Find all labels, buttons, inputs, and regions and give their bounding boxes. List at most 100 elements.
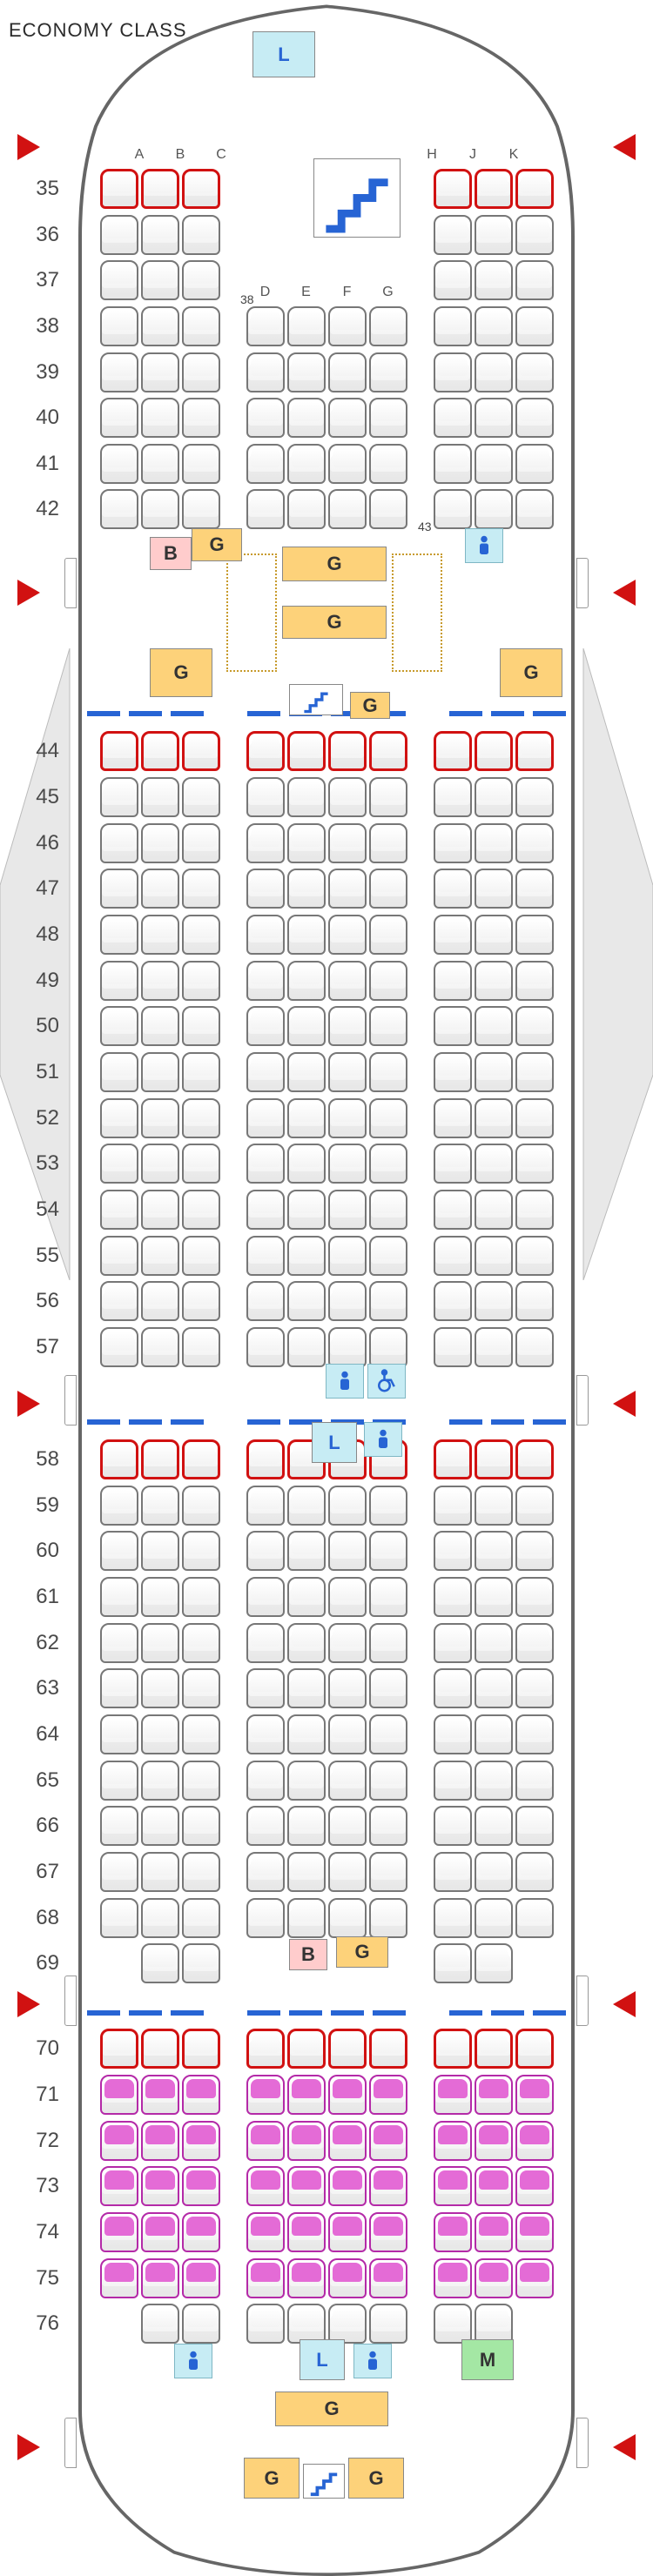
seat[interactable] bbox=[369, 1486, 407, 1526]
seat[interactable] bbox=[246, 777, 285, 817]
seat[interactable] bbox=[246, 1190, 285, 1230]
seat[interactable] bbox=[515, 1052, 554, 1092]
seat[interactable] bbox=[100, 869, 138, 909]
seat[interactable] bbox=[475, 1439, 513, 1479]
seat[interactable] bbox=[246, 1006, 285, 1046]
seat[interactable] bbox=[515, 1190, 554, 1230]
seat[interactable] bbox=[287, 823, 326, 863]
seat[interactable] bbox=[287, 915, 326, 955]
seat[interactable] bbox=[434, 1098, 472, 1138]
seat[interactable] bbox=[328, 2166, 367, 2206]
seat[interactable] bbox=[369, 869, 407, 909]
seat[interactable] bbox=[287, 1098, 326, 1138]
seat[interactable] bbox=[369, 2304, 407, 2344]
seat[interactable] bbox=[141, 2212, 179, 2252]
seat[interactable] bbox=[287, 1898, 326, 1938]
seat[interactable] bbox=[100, 1623, 138, 1663]
seat[interactable] bbox=[475, 169, 513, 209]
seat[interactable] bbox=[434, 2029, 472, 2069]
seat[interactable] bbox=[369, 1761, 407, 1801]
seat[interactable] bbox=[287, 444, 326, 484]
seat[interactable] bbox=[515, 306, 554, 346]
seat[interactable] bbox=[434, 215, 472, 255]
seat[interactable] bbox=[475, 1190, 513, 1230]
seat[interactable] bbox=[515, 1714, 554, 1754]
seat[interactable] bbox=[434, 961, 472, 1001]
seat[interactable] bbox=[369, 1577, 407, 1617]
seat[interactable] bbox=[328, 915, 367, 955]
seat[interactable] bbox=[434, 1531, 472, 1571]
seat[interactable] bbox=[141, 1714, 179, 1754]
seat[interactable] bbox=[141, 1144, 179, 1184]
seat[interactable] bbox=[287, 731, 326, 771]
seat[interactable] bbox=[369, 1327, 407, 1367]
seat[interactable] bbox=[515, 2166, 554, 2206]
seat[interactable] bbox=[246, 1439, 285, 1479]
seat[interactable] bbox=[475, 1852, 513, 1892]
seat[interactable] bbox=[515, 1531, 554, 1571]
seat[interactable] bbox=[182, 1144, 220, 1184]
seat[interactable] bbox=[100, 1236, 138, 1276]
seat[interactable] bbox=[141, 869, 179, 909]
seat[interactable] bbox=[328, 306, 367, 346]
seat[interactable] bbox=[328, 1623, 367, 1663]
seat[interactable] bbox=[369, 1668, 407, 1708]
seat[interactable] bbox=[475, 2029, 513, 2069]
seat[interactable] bbox=[141, 1486, 179, 1526]
seat[interactable] bbox=[287, 2121, 326, 2161]
seat[interactable] bbox=[100, 2121, 138, 2161]
seat[interactable] bbox=[515, 1098, 554, 1138]
seat[interactable] bbox=[100, 1577, 138, 1617]
seat[interactable] bbox=[100, 1144, 138, 1184]
seat[interactable] bbox=[369, 1052, 407, 1092]
seat[interactable] bbox=[434, 489, 472, 529]
seat[interactable] bbox=[141, 915, 179, 955]
seat[interactable] bbox=[369, 1144, 407, 1184]
seat[interactable] bbox=[515, 1623, 554, 1663]
seat[interactable] bbox=[141, 1761, 179, 1801]
seat[interactable] bbox=[100, 215, 138, 255]
seat[interactable] bbox=[100, 489, 138, 529]
seat[interactable] bbox=[246, 961, 285, 1001]
seat[interactable] bbox=[100, 2075, 138, 2115]
seat[interactable] bbox=[100, 398, 138, 438]
seat[interactable] bbox=[369, 731, 407, 771]
seat[interactable] bbox=[434, 1577, 472, 1617]
seat[interactable] bbox=[515, 444, 554, 484]
seat[interactable] bbox=[475, 777, 513, 817]
seat[interactable] bbox=[515, 1439, 554, 1479]
seat[interactable] bbox=[182, 1006, 220, 1046]
seat[interactable] bbox=[100, 777, 138, 817]
seat[interactable] bbox=[515, 2212, 554, 2252]
seat[interactable] bbox=[369, 306, 407, 346]
seat[interactable] bbox=[328, 1486, 367, 1526]
seat[interactable] bbox=[328, 2075, 367, 2115]
seat[interactable] bbox=[141, 1531, 179, 1571]
seat[interactable] bbox=[141, 260, 179, 300]
seat[interactable] bbox=[328, 1052, 367, 1092]
seat[interactable] bbox=[246, 2212, 285, 2252]
seat[interactable] bbox=[182, 1623, 220, 1663]
seat[interactable] bbox=[246, 1052, 285, 1092]
seat[interactable] bbox=[141, 1052, 179, 1092]
seat[interactable] bbox=[369, 2075, 407, 2115]
seat[interactable] bbox=[141, 1668, 179, 1708]
seat[interactable] bbox=[328, 1144, 367, 1184]
seat[interactable] bbox=[475, 1486, 513, 1526]
seat[interactable] bbox=[369, 961, 407, 1001]
seat[interactable] bbox=[434, 398, 472, 438]
seat[interactable] bbox=[100, 961, 138, 1001]
seat[interactable] bbox=[434, 1806, 472, 1846]
seat[interactable] bbox=[287, 1761, 326, 1801]
seat[interactable] bbox=[287, 1006, 326, 1046]
seat[interactable] bbox=[246, 1577, 285, 1617]
seat[interactable] bbox=[100, 1190, 138, 1230]
seat[interactable] bbox=[369, 1098, 407, 1138]
seat[interactable] bbox=[515, 731, 554, 771]
seat[interactable] bbox=[141, 1943, 179, 1983]
seat[interactable] bbox=[182, 2258, 220, 2298]
seat[interactable] bbox=[475, 260, 513, 300]
seat[interactable] bbox=[328, 1806, 367, 1846]
seat[interactable] bbox=[475, 1806, 513, 1846]
seat[interactable] bbox=[246, 1623, 285, 1663]
